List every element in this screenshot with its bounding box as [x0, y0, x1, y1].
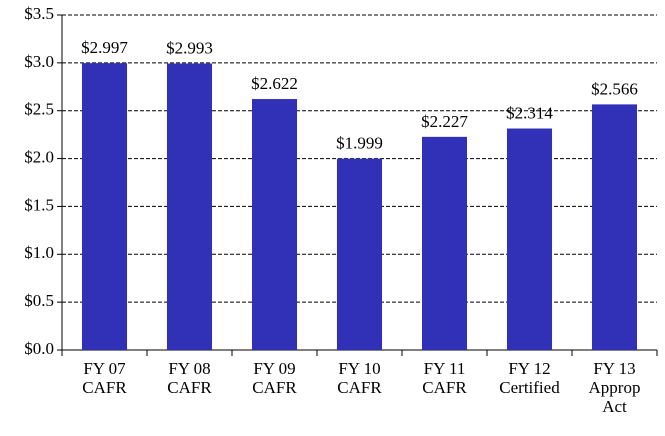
- bar: [166, 63, 213, 351]
- y-tick-label: $2.0: [24, 147, 54, 166]
- data-label: $2.314: [506, 103, 553, 122]
- y-tick-label: $3.0: [24, 52, 54, 71]
- x-tick-label: FY 11 CAFR: [422, 359, 467, 397]
- data-label: $2.566: [591, 79, 638, 98]
- y-tick-label: $1.5: [24, 195, 54, 214]
- y-tick-label: $0.5: [24, 291, 54, 310]
- data-label: $2.997: [81, 38, 128, 57]
- x-tick-label: FY 13 Approp Act: [588, 359, 641, 416]
- data-label: $1.999: [336, 134, 383, 153]
- bar: [421, 136, 468, 350]
- bar: [81, 63, 128, 350]
- bar: [251, 99, 298, 350]
- data-label: $2.622: [251, 74, 298, 93]
- data-label: $2.993: [166, 38, 213, 57]
- y-tick-label: $0.0: [24, 339, 54, 358]
- y-tick-label: $2.5: [24, 100, 54, 119]
- y-tick-label: $1.0: [24, 243, 54, 262]
- x-tick-label: FY 08 CAFR: [167, 359, 212, 397]
- x-tick-label: FY 10 CAFR: [337, 359, 382, 397]
- x-tick-label: FY 07 CAFR: [82, 359, 127, 397]
- bar: [336, 158, 383, 350]
- x-tick-label: FY 09 CAFR: [252, 359, 297, 397]
- x-tick-label: FY 12 Certified: [499, 359, 560, 397]
- data-label: $2.227: [421, 112, 468, 131]
- bar: [591, 104, 638, 350]
- y-tick-label: $3.5: [24, 4, 54, 23]
- bar: [506, 128, 553, 350]
